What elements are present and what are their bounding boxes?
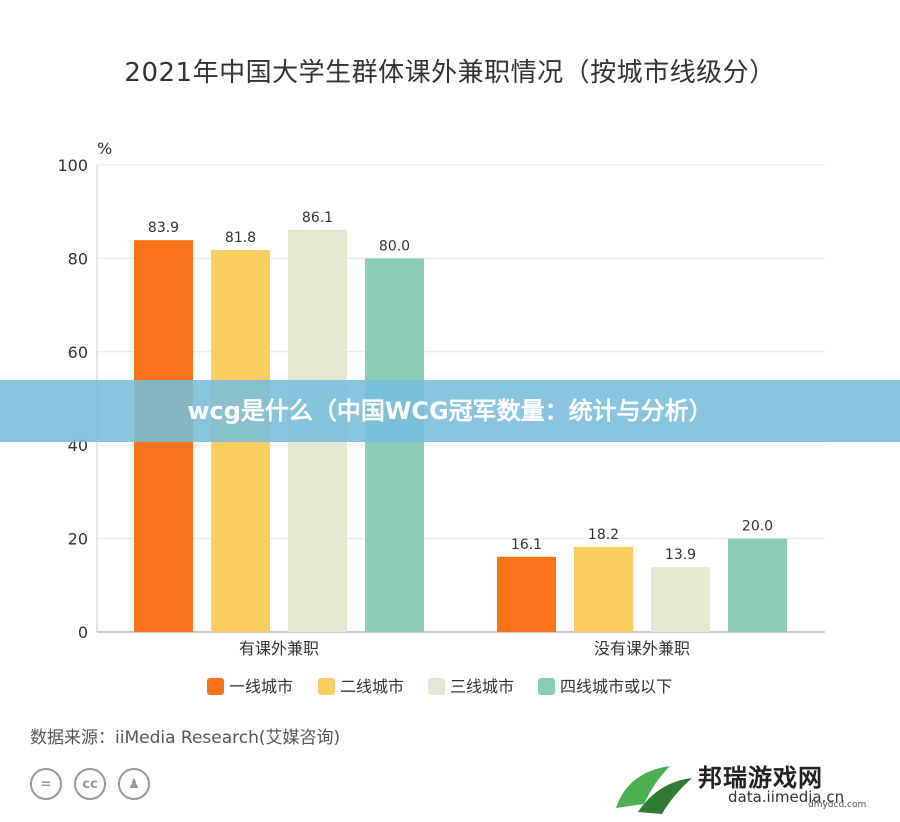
watermark-url: data.iimedia.cn: [728, 788, 845, 806]
watermark-logo: 邦瑞游戏网 data.iimedia.cn dmydcd.com: [608, 752, 898, 818]
legend-swatch: [318, 678, 335, 695]
legend-label: 四线城市或以下: [560, 677, 672, 696]
y-unit-label: %: [97, 139, 112, 158]
chart-title: 2021年中国大学生群体课外兼职情况（按城市线级分）: [124, 58, 776, 88]
x-tick-label: 没有课外兼职: [594, 639, 690, 658]
data-label: 81.8: [225, 230, 256, 246]
y-tick-label: 60: [68, 343, 88, 362]
bar: [651, 567, 710, 632]
cc-icon: cc: [74, 768, 106, 800]
overlay-banner: wcg是什么（中国WCG冠军数量：统计与分析）: [0, 380, 900, 442]
banner-text: wcg是什么（中国WCG冠军数量：统计与分析）: [187, 397, 713, 425]
bar: [365, 258, 424, 632]
y-tick-label: 80: [68, 249, 88, 268]
watermark-small: dmydcd.com: [808, 800, 867, 810]
data-label: 18.2: [588, 527, 619, 543]
x-tick-label: 有课外兼职: [239, 639, 319, 658]
data-label: 20.0: [742, 519, 773, 535]
legend-swatch: [538, 678, 555, 695]
source-note: 数据来源：iiMedia Research(艾媒咨询): [30, 728, 341, 748]
person-icon: ♟: [118, 768, 150, 800]
legend-label: 三线城市: [450, 677, 514, 696]
bar-chart: 020406080100%83.981.886.180.0有课外兼职16.118…: [57, 139, 825, 696]
y-tick-label: 20: [68, 530, 88, 549]
leaf-logo-icon: [616, 766, 692, 814]
bar: [728, 538, 787, 632]
equals-icon: =: [30, 768, 62, 800]
y-tick-label: 100: [57, 156, 88, 175]
data-label: 83.9: [148, 220, 179, 236]
y-tick-label: 0: [78, 623, 88, 642]
data-label: 13.9: [665, 547, 696, 563]
data-label: 80.0: [379, 238, 410, 254]
license-icons: = cc ♟: [30, 768, 150, 800]
legend-swatch: [207, 678, 224, 695]
legend-label: 二线城市: [340, 677, 404, 696]
data-label: 86.1: [302, 210, 333, 226]
legend-label: 一线城市: [229, 677, 293, 696]
legend-swatch: [428, 678, 445, 695]
watermark-text: 邦瑞游戏网: [698, 764, 823, 792]
bar: [497, 556, 556, 632]
bar: [574, 547, 633, 632]
data-label: 16.1: [511, 537, 542, 553]
